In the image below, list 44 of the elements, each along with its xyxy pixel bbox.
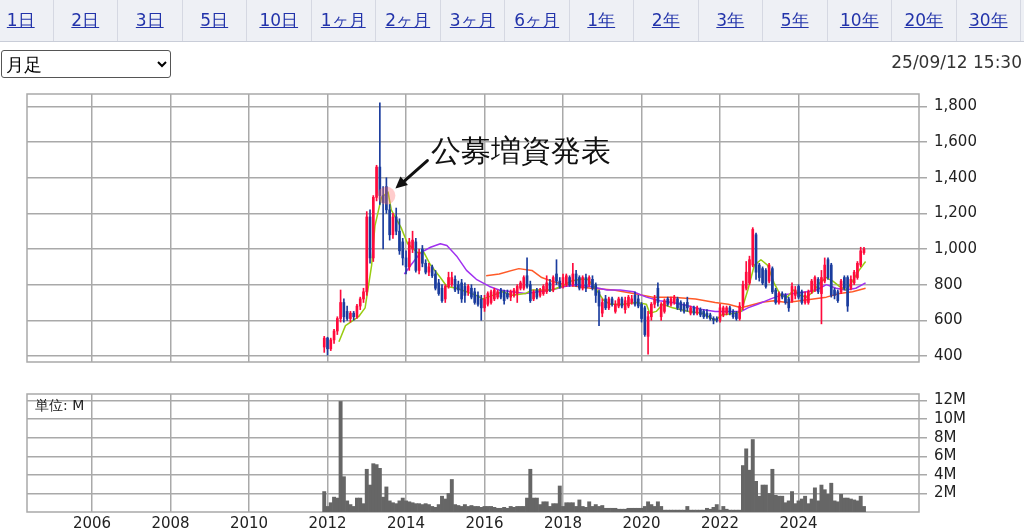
text: 30年 — [968, 9, 1008, 32]
y-tick-label: 400 — [934, 345, 963, 364]
y-tick-label: 1,200 — [934, 203, 977, 222]
text: 2日 — [71, 9, 100, 32]
text: 6ヶ月 — [514, 9, 560, 32]
y-tick-label: 10M — [934, 408, 967, 427]
text: 1年 — [587, 9, 616, 32]
text: 5日 — [200, 9, 229, 32]
y-tick-label: 600 — [934, 310, 963, 329]
annotation: 公募増資発表 — [431, 133, 612, 169]
y-axis-title: 単位: M — [35, 396, 85, 413]
x-tick-label: 2016 — [465, 513, 504, 529]
text: 2ヶ月 — [385, 9, 431, 32]
text: 25/09/12 15:30 — [891, 52, 1022, 72]
x-tick-label: 2010 — [229, 513, 269, 529]
y-tick-label: 8M — [934, 427, 957, 446]
y-tick-label: 1,000 — [934, 238, 977, 257]
x-tick-label: 2014 — [386, 513, 426, 529]
x-tick-label: 2012 — [308, 513, 347, 529]
y-tick-label: 4M — [934, 464, 957, 483]
dropdown: 月足 — [1, 50, 171, 78]
y-tick-label: 1,400 — [934, 167, 977, 186]
text: 3年 — [716, 9, 745, 32]
y-tick-label: 1,800 — [934, 96, 977, 115]
text: 20年 — [904, 9, 944, 32]
y-tick-label: 2M — [934, 483, 957, 502]
y-tick-label: 800 — [934, 274, 963, 293]
text: 1日 — [6, 9, 35, 32]
x-tick-label: 2022 — [700, 513, 740, 529]
text: 1ヶ月 — [320, 9, 366, 32]
text: 2年 — [651, 9, 680, 32]
x-tick-label: 2024 — [779, 513, 818, 529]
text: 3日 — [135, 9, 164, 32]
x-tick-label: 2018 — [543, 513, 583, 529]
text: 10日 — [259, 9, 299, 32]
x-tick-label: 2020 — [622, 513, 661, 529]
y-tick-label: 12M — [934, 390, 967, 409]
y-tick-label: 6M — [934, 446, 957, 465]
x-tick-label: 2006 — [72, 513, 112, 529]
text: 5年 — [780, 9, 809, 32]
x-tick-label: 2008 — [151, 513, 190, 529]
y-tick-label: 1,600 — [934, 132, 977, 150]
text: 10年 — [839, 9, 879, 32]
text: 3ヶ月 — [449, 9, 495, 32]
